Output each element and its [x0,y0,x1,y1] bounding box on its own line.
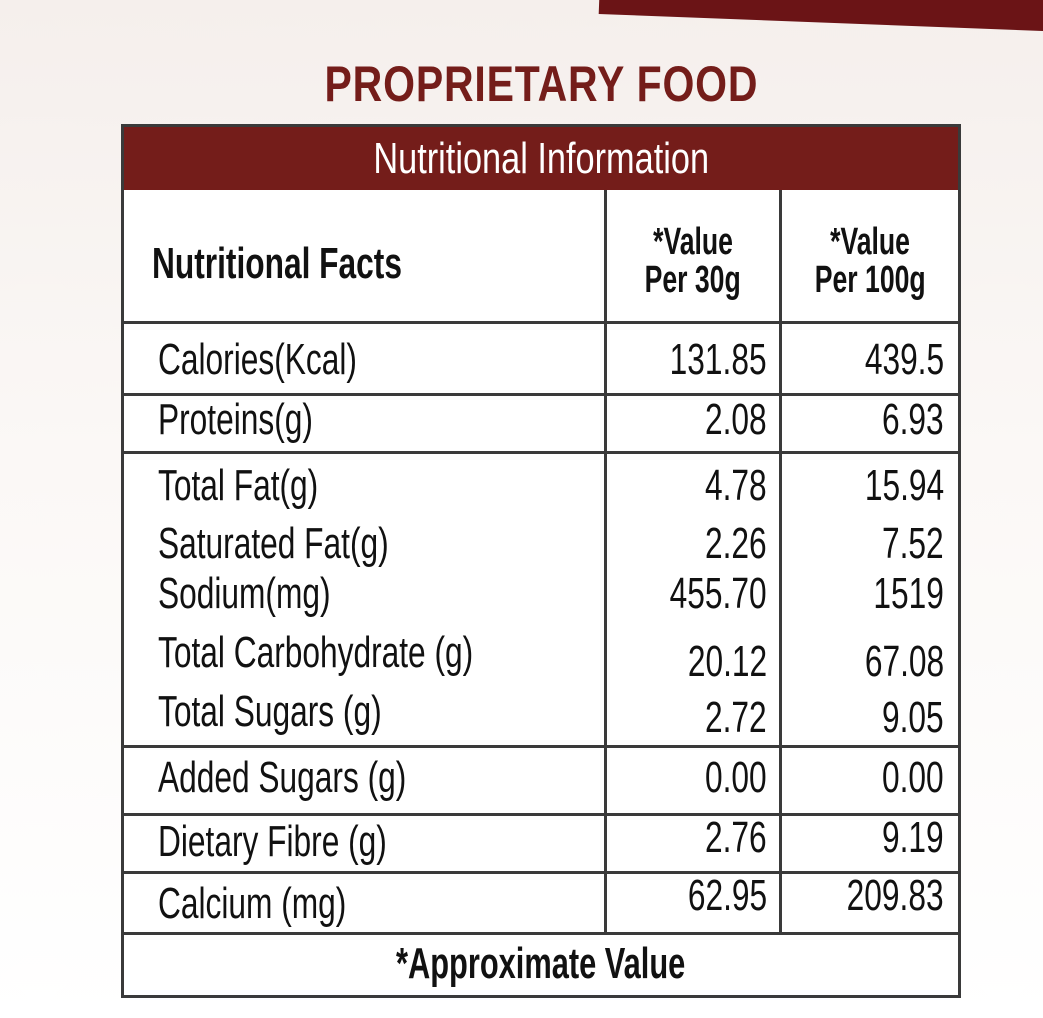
column-header-per30-line1: *Value [653,221,733,263]
nutrition-panel: Nutritional Information Nutritional Fact… [121,124,961,998]
table-row-label: Total Carbohydrate (g) [158,628,474,677]
table-row-per30: 2.08 [705,395,767,444]
row-divider [124,745,958,748]
table-row-label: Sodium(mg) [158,569,331,618]
table-row-label: Total Sugars (g) [158,687,382,736]
panel-title: Nutritional Information [373,133,709,183]
table-row-per30: 2.72 [705,693,767,742]
row-divider [124,871,958,874]
table-row-per30: 4.78 [705,461,767,510]
column-divider [604,190,607,932]
column-header-facts: Nutritional Facts [152,239,499,289]
table-row-per100: 7.52 [882,519,944,568]
table-row-per100: 439.5 [864,335,944,384]
row-divider [124,321,958,324]
table-row-label: Calories(Kcal) [158,335,357,384]
column-divider [779,190,782,932]
table-row-per100: 67.08 [864,637,944,686]
table-row-label: Saturated Fat(g) [158,519,389,568]
product-title: PROPRIETARY FOOD [324,56,759,112]
decorative-stripe [598,0,1043,34]
column-header-per100: *Value Per 100g [782,223,958,299]
row-divider [124,813,958,816]
column-header-per30-line2: Per 30g [644,259,742,301]
table-row-per100: 0.00 [882,753,944,802]
table-row-per30: 2.26 [705,519,767,568]
row-divider [124,393,958,396]
table-row-per30: 2.76 [705,813,767,862]
column-header-per30: *Value Per 30g [607,223,779,299]
table-row-per100: 6.93 [882,395,944,444]
table-row-per30: 20.12 [687,637,767,686]
table-row-per100: 9.05 [882,693,944,742]
table-row-label: Proteins(g) [158,395,313,444]
table-row-per100: 9.19 [882,813,944,862]
table-row-per100: 209.83 [847,871,944,920]
table-row-per100: 15.94 [864,461,944,510]
footnote-text: *Approximate Value [396,939,686,988]
table-row-per100: 1519 [873,569,944,618]
table-row-per30: 62.95 [687,871,767,920]
table-row-label: Total Fat(g) [158,461,319,510]
row-divider [124,451,958,454]
row-divider [124,932,958,935]
table-row-label: Added Sugars (g) [158,753,407,802]
table-row-per30: 0.00 [705,753,767,802]
table-row-label: Calcium (mg) [158,879,347,928]
table-row-per30: 455.70 [670,569,767,618]
column-header-per100-line1: *Value [830,221,910,263]
table-row-per30: 131.85 [670,335,767,384]
column-header-facts-label: Nutritional Facts [152,239,402,288]
footnote: *Approximate Value [124,939,958,989]
column-header-per100-line2: Per 100g [814,259,926,301]
panel-header: Nutritional Information [124,127,958,190]
table-row-label: Dietary Fibre (g) [158,817,387,866]
